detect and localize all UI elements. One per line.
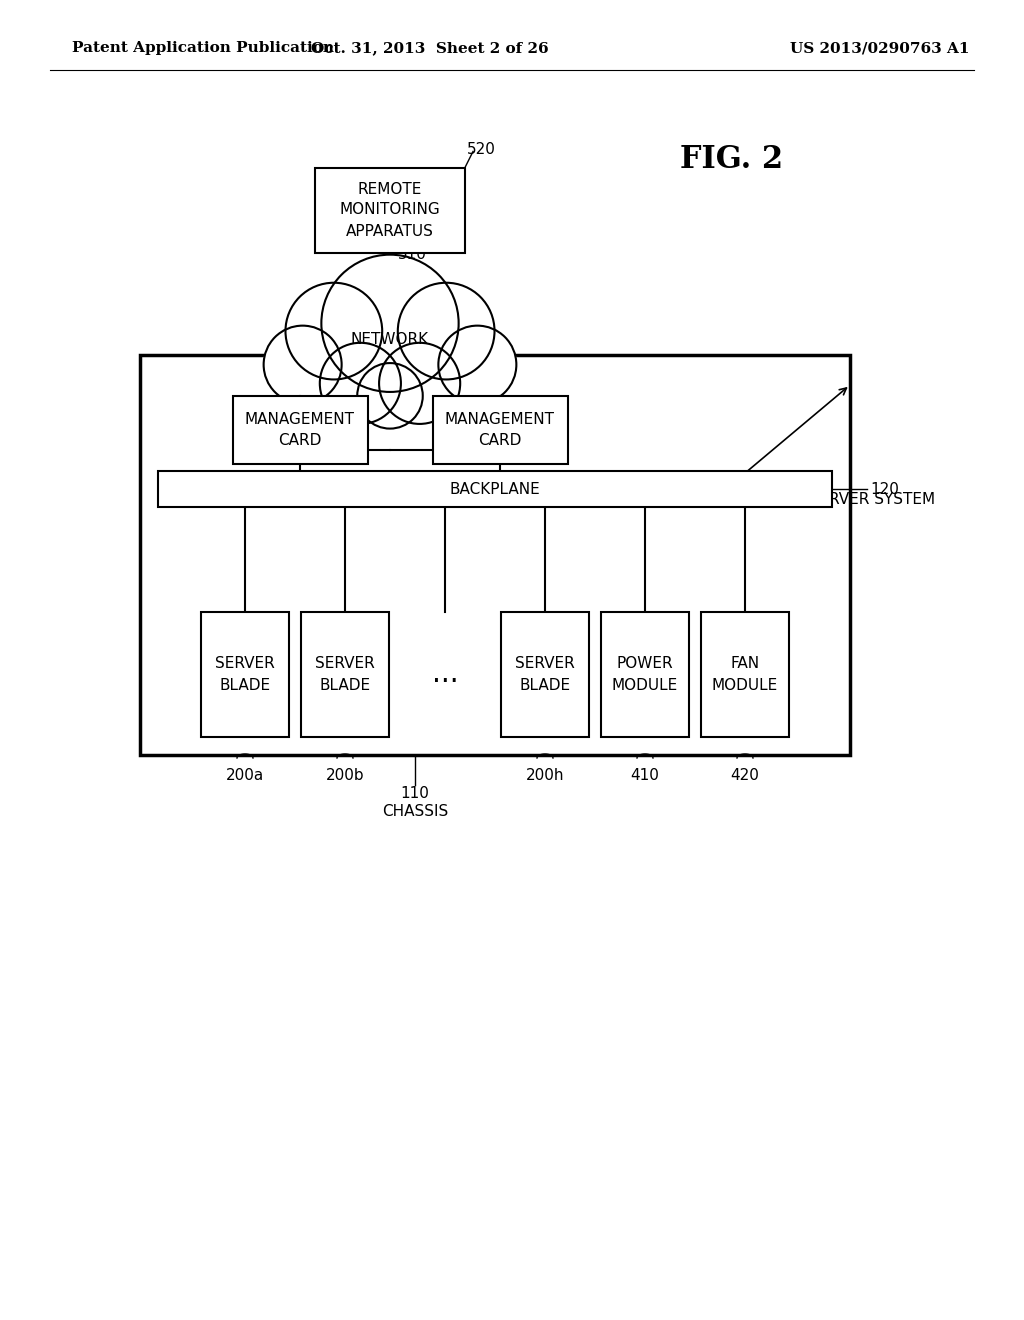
Text: 410: 410 [631,767,659,783]
Text: 420: 420 [730,767,760,783]
Text: SERVER
BLADE: SERVER BLADE [315,656,375,693]
FancyBboxPatch shape [501,612,589,737]
Text: MANAGEMENT
CARD: MANAGEMENT CARD [445,412,555,447]
Circle shape [397,282,495,379]
Text: 110: 110 [400,785,429,800]
Text: REMOTE
MONITORING
APPARATUS: REMOTE MONITORING APPARATUS [340,181,440,239]
Circle shape [379,343,460,424]
Text: 520: 520 [467,143,496,157]
FancyBboxPatch shape [701,612,790,737]
Text: NETWORK: NETWORK [351,333,429,347]
FancyBboxPatch shape [232,396,368,465]
Circle shape [357,363,423,429]
Text: Oct. 31, 2013  Sheet 2 of 26: Oct. 31, 2013 Sheet 2 of 26 [311,41,549,55]
Text: MANAGEMENT
CARD: MANAGEMENT CARD [245,412,355,447]
FancyBboxPatch shape [140,355,850,755]
Text: SERVER
BLADE: SERVER BLADE [515,656,574,693]
Circle shape [319,343,401,424]
Text: POWER
MODULE: POWER MODULE [612,656,678,693]
FancyBboxPatch shape [432,396,567,465]
Text: 200h: 200h [525,767,564,783]
Text: FAN
MODULE: FAN MODULE [712,656,778,693]
FancyBboxPatch shape [301,612,389,737]
FancyBboxPatch shape [201,612,289,737]
Text: 200a: 200a [226,767,264,783]
Text: 100  BLADE SERVER SYSTEM: 100 BLADE SERVER SYSTEM [715,492,935,507]
Text: CHASSIS: CHASSIS [382,804,449,818]
Text: Patent Application Publication: Patent Application Publication [72,41,334,55]
Text: 300b: 300b [496,474,535,488]
FancyBboxPatch shape [315,168,465,252]
Text: 200b: 200b [326,767,365,783]
Text: US 2013/0290763 A1: US 2013/0290763 A1 [790,41,970,55]
Text: FIG. 2: FIG. 2 [680,144,783,176]
Text: BACKPLANE: BACKPLANE [450,482,541,496]
Text: 120: 120 [870,482,899,496]
FancyBboxPatch shape [601,612,689,737]
Text: 300a: 300a [266,474,304,488]
Text: 510: 510 [398,247,427,263]
Circle shape [322,255,459,392]
FancyBboxPatch shape [158,471,831,507]
Text: SERVER
BLADE: SERVER BLADE [215,656,274,693]
Text: ...: ... [432,660,459,689]
Circle shape [286,282,382,379]
Circle shape [438,326,516,404]
Circle shape [263,326,342,404]
